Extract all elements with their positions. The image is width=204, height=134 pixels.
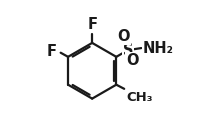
Text: O: O bbox=[118, 29, 130, 44]
Text: F: F bbox=[47, 44, 57, 59]
Text: CH₃: CH₃ bbox=[126, 91, 153, 104]
Text: O: O bbox=[126, 53, 138, 68]
Text: NH₂: NH₂ bbox=[142, 41, 173, 56]
Text: F: F bbox=[87, 17, 97, 32]
Text: S: S bbox=[123, 43, 133, 58]
